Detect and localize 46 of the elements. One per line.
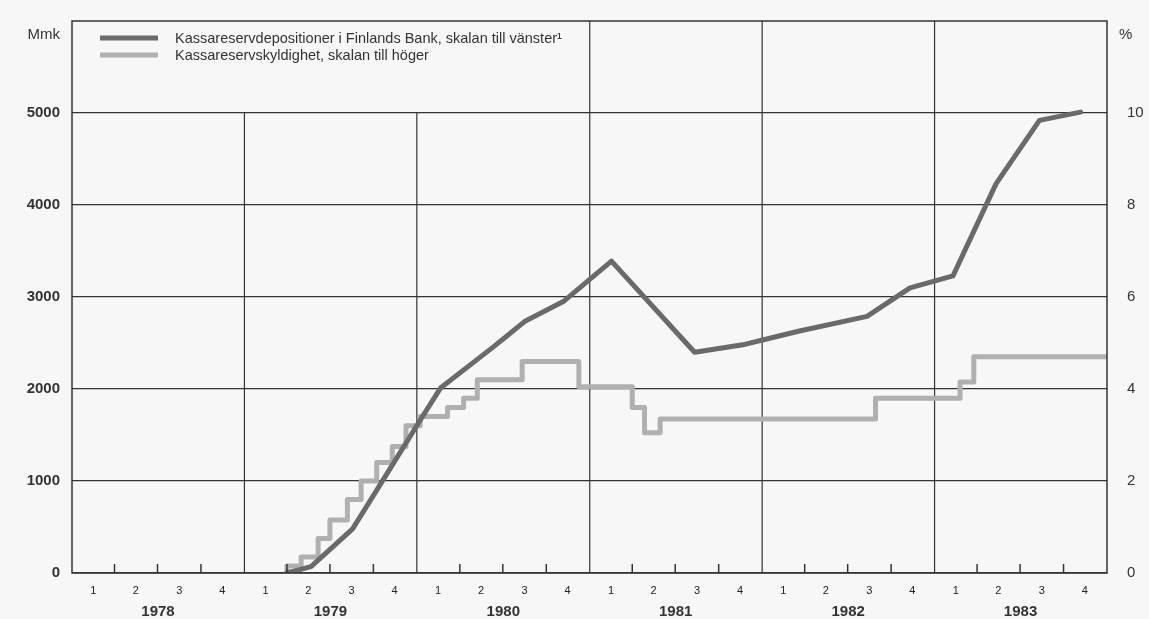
y2-tick-label: 6 — [1127, 287, 1136, 305]
x2-tick-label: 1 — [780, 584, 787, 597]
x2-tick-label: 4 — [564, 584, 571, 597]
x2-tick-label: 3 — [176, 584, 183, 597]
y-tick-label: 3000 — [26, 287, 60, 305]
x-tick-label: 1983 — [1003, 602, 1038, 619]
x2-tick-label: 2 — [995, 584, 1002, 597]
x-tick-label: 1978 — [141, 602, 175, 619]
x2-tick-label: 3 — [521, 584, 528, 597]
x2-tick-label: 3 — [866, 584, 873, 597]
y2-tick-label: 2 — [1127, 471, 1136, 489]
x2-tick-label: 2 — [478, 584, 485, 597]
y2-tick-label: 8 — [1127, 195, 1136, 213]
x2-tick-label: 2 — [822, 584, 829, 597]
y2-tick-label: 10 — [1127, 103, 1144, 121]
x2-tick-label: 4 — [219, 584, 226, 597]
y-tick-label: 2000 — [26, 379, 60, 397]
x2-tick-label: 3 — [348, 584, 355, 597]
x-tick-label: 1981 — [659, 602, 693, 619]
legend-label: Kassareservskyldighet, skalan till höger — [175, 47, 430, 63]
x-tick-label: 1980 — [486, 602, 520, 619]
x2-tick-label: 3 — [693, 584, 701, 597]
x2-tick-label: 4 — [391, 584, 398, 597]
x-tick-label: 1982 — [831, 602, 865, 619]
y2-axis-title: % — [1119, 24, 1133, 42]
y-tick-label: 4000 — [26, 195, 60, 213]
x2-tick-label: 1 — [607, 584, 615, 597]
x2-tick-label: 1 — [90, 584, 97, 597]
x2-tick-label: 1 — [262, 584, 269, 597]
x2-tick-label: 2 — [132, 584, 139, 597]
y-tick-label: 5000 — [26, 103, 60, 121]
x2-tick-label: 4 — [1081, 584, 1088, 597]
y-tick-label: 1000 — [26, 471, 60, 489]
x2-tick-label: 2 — [650, 584, 657, 597]
x2-tick-label: 2 — [305, 584, 312, 597]
y-tick-label: 0 — [51, 563, 60, 581]
y2-tick-label: 0 — [1127, 563, 1136, 581]
y2-tick-label: 4 — [1127, 379, 1136, 397]
y-axis-title: Mmk — [27, 24, 61, 42]
x2-tick-label: 4 — [909, 584, 916, 597]
x2-tick-label: 1 — [435, 584, 442, 597]
x2-tick-label: 4 — [736, 584, 744, 597]
x2-tick-label: 3 — [1038, 584, 1045, 597]
legend-label: Kassareservdepositioner i Finlands Bank, skalan till vänster¹ — [175, 30, 563, 46]
x2-tick-label: 1 — [952, 584, 959, 597]
x-tick-label: 1979 — [313, 602, 348, 619]
